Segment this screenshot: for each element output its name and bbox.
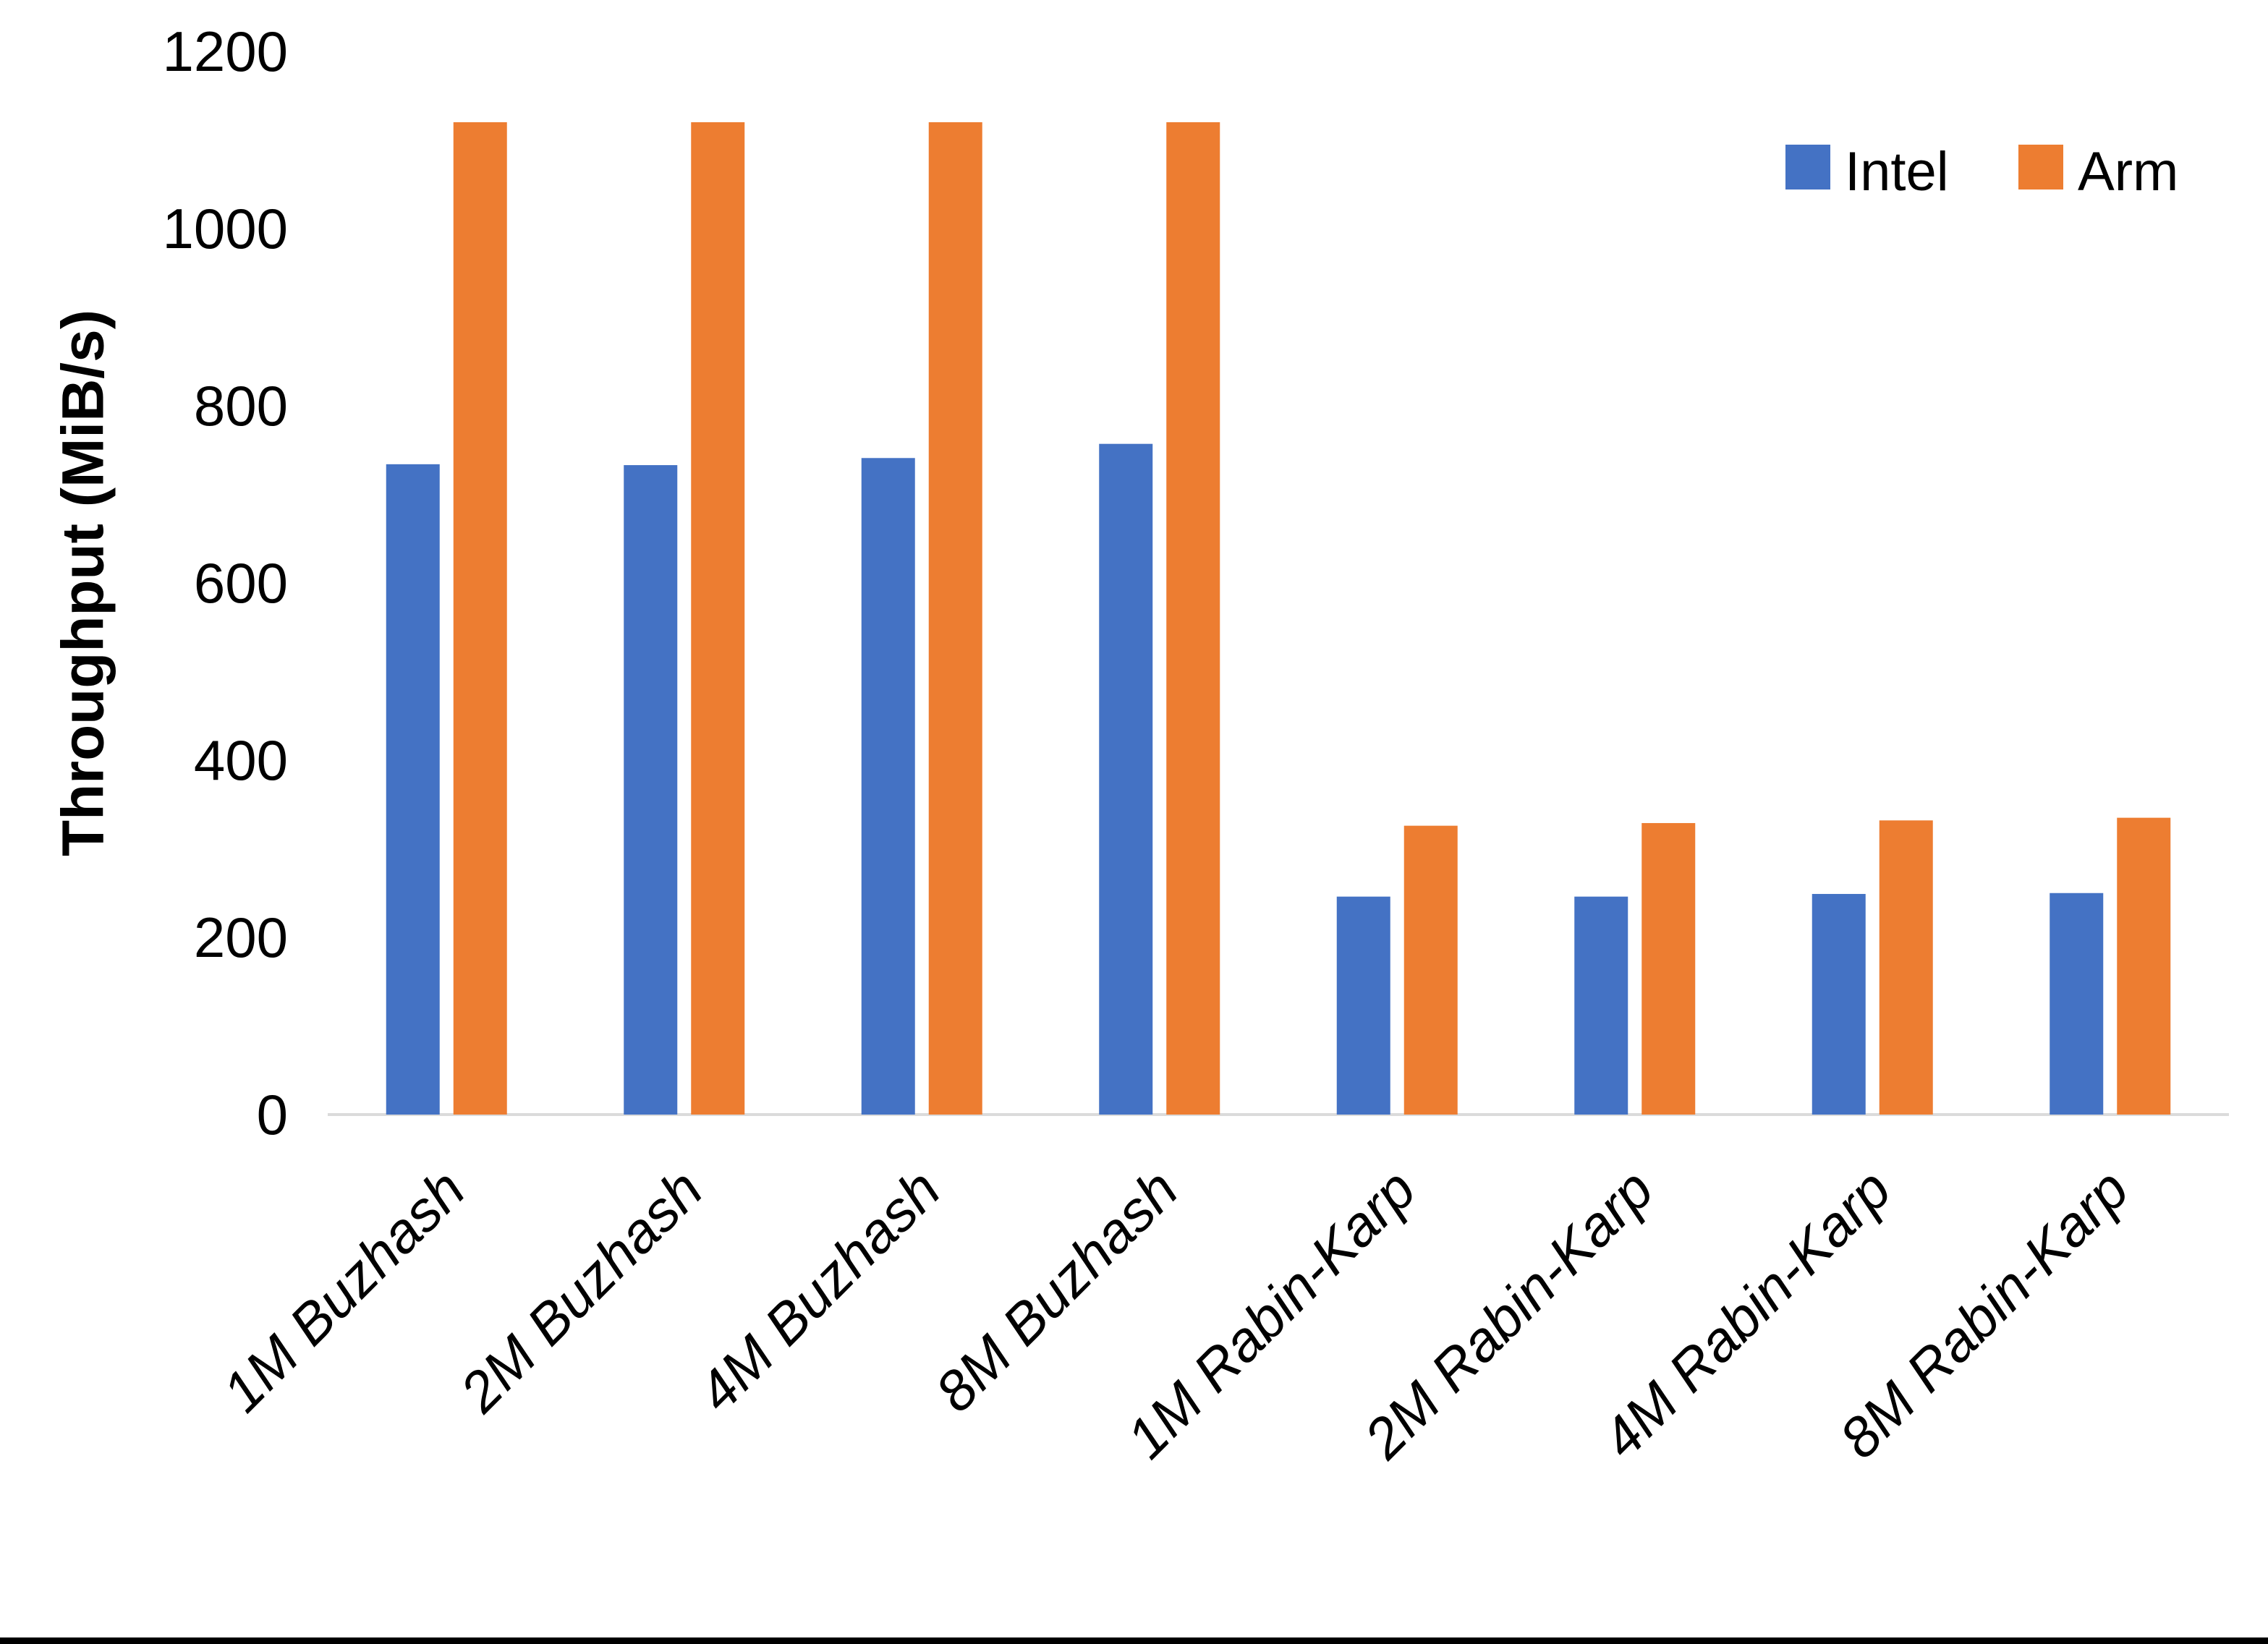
bar-arm-5 — [1403, 825, 1458, 1115]
y-tick-label: 200 — [194, 906, 288, 969]
y-tick-label: 400 — [194, 728, 288, 792]
bar-intel-4 — [1099, 443, 1153, 1115]
x-category-label: 8M Buzhash — [923, 1157, 1190, 1424]
y-tick-label: 800 — [194, 374, 288, 438]
bar-intel-7 — [1812, 893, 1866, 1115]
bar-arm-3 — [928, 122, 982, 1115]
bar-intel-5 — [1336, 896, 1390, 1115]
bar-arm-4 — [1166, 122, 1220, 1115]
bottom-border — [0, 1637, 2268, 1644]
x-category-label: 1M Buzhash — [210, 1157, 477, 1424]
y-tick-label: 600 — [194, 551, 288, 615]
legend-label-intel: Intel — [1845, 141, 1949, 203]
legend-swatch-arm — [2018, 145, 2063, 189]
bar-intel-8 — [2050, 893, 2104, 1115]
x-category-label: 2M Buzhash — [447, 1157, 715, 1425]
y-axis-title: Throughput (MiB/s) — [51, 310, 116, 856]
x-category-label: 4M Buzhash — [685, 1157, 952, 1424]
bar-intel-3 — [861, 458, 915, 1115]
bar-arm-8 — [2117, 817, 2171, 1115]
y-tick-label: 0 — [257, 1083, 288, 1146]
bar-intel-1 — [386, 464, 440, 1115]
bar-intel-6 — [1574, 896, 1628, 1115]
bar-intel-2 — [624, 465, 678, 1115]
bar-arm-7 — [1879, 820, 1933, 1115]
bar-arm-2 — [691, 122, 745, 1115]
bar-arm-6 — [1641, 822, 1696, 1115]
legend-label-arm: Arm — [2078, 141, 2178, 203]
bar-arm-1 — [453, 122, 507, 1115]
y-tick-label: 1000 — [162, 197, 288, 260]
legend-swatch-intel — [1785, 145, 1830, 189]
y-tick-label: 1200 — [162, 20, 288, 83]
